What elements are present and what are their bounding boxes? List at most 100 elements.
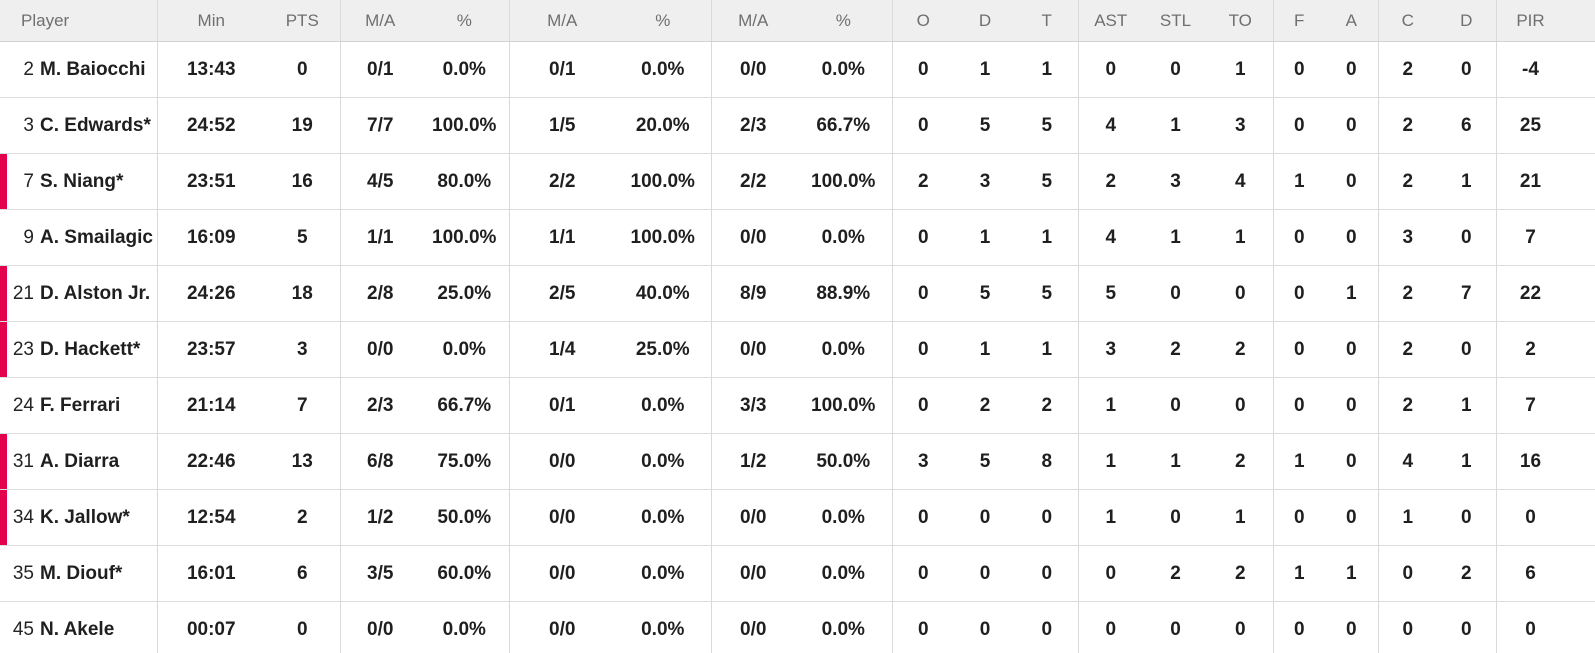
stat-cell-fg2-ma: 6/8: [339, 433, 420, 490]
stat-cell-fg3-ma: 0/1: [508, 41, 615, 98]
stat-cell-pir: 0: [1495, 489, 1595, 546]
stat-cell-fg3-pct: 0.0%: [615, 601, 711, 653]
stat-cell-c: 2: [1377, 153, 1437, 210]
stat-cell-reb-d: 1: [954, 209, 1016, 266]
stat-cell-reb-d: 0: [954, 545, 1016, 602]
stat-cell-d: 6: [1437, 97, 1496, 154]
player-cell: 35 M. Diouf*: [0, 545, 157, 602]
header-cell-reb-d: D: [954, 0, 1016, 42]
stat-cell-ft-ma: 8/9: [710, 265, 795, 322]
stat-cell-fg3-pct: 0.0%: [615, 489, 711, 546]
stat-cell-fg3-ma: 1/1: [508, 209, 615, 266]
stat-cell-reb-t: 2: [1016, 377, 1078, 434]
stat-cell-foul-f: 0: [1272, 209, 1325, 266]
stat-cell-to: 2: [1208, 321, 1273, 378]
stat-cell-foul-f: 0: [1272, 377, 1325, 434]
header-cell-fg2-ma: M/A: [339, 0, 420, 42]
stat-cell-pir: 25: [1495, 97, 1595, 154]
stat-cell-fg2-pct: 75.0%: [420, 433, 509, 490]
stat-cell-c: 2: [1377, 321, 1437, 378]
stat-cell-to: 0: [1208, 601, 1273, 653]
stat-cell-pir: 2: [1495, 321, 1595, 378]
stat-cell-foul-f: 0: [1272, 489, 1325, 546]
stat-cell-c: 4: [1377, 433, 1437, 490]
stat-cell-d: 0: [1437, 321, 1496, 378]
stat-cell-fg3-pct: 25.0%: [615, 321, 711, 378]
stat-cell-reb-d: 1: [954, 321, 1016, 378]
stat-cell-pir: -4: [1495, 41, 1595, 98]
stat-cell-fg2-ma: 0/0: [339, 321, 420, 378]
stat-cell-c: 1: [1377, 489, 1437, 546]
stat-cell-stl: 2: [1143, 545, 1208, 602]
header-cell-fg3-ma: M/A: [508, 0, 615, 42]
stat-cell-fg3-ma: 0/0: [508, 545, 615, 602]
stat-cell-ast: 4: [1077, 209, 1143, 266]
stat-cell-reb-d: 5: [954, 433, 1016, 490]
header-cell-foul-f: F: [1272, 0, 1325, 42]
stat-cell-d: 1: [1437, 153, 1496, 210]
player-name: A. Diarra: [40, 450, 120, 472]
player-number: 31: [12, 450, 34, 472]
player-cell: 24 F. Ferrari: [0, 377, 157, 434]
player-cell: 21 D. Alston Jr.: [0, 265, 157, 322]
header-cell-fg3-pct: %: [615, 0, 711, 42]
stat-cell-pir: 0: [1495, 601, 1595, 653]
stat-cell-ft-pct: 50.0%: [795, 433, 892, 490]
on-court-marker: [0, 266, 7, 321]
stat-cell-stl: 2: [1143, 321, 1208, 378]
stat-cell-reb-o: 0: [891, 321, 954, 378]
stat-cell-c: 2: [1377, 265, 1437, 322]
stat-cell-foul-a: 0: [1325, 433, 1378, 490]
player-name: D. Hackett*: [40, 338, 141, 360]
stat-cell-foul-a: 1: [1325, 265, 1378, 322]
player-row: 34 K. Jallow* 12:54 2 1/2 50.0% 0/0 0.0% 0/0 0.0%…: [0, 489, 1595, 546]
stat-cell-c: 0: [1377, 545, 1437, 602]
stat-cell-reb-d: 0: [954, 601, 1016, 653]
stat-cell-fg3-ma: 0/0: [508, 433, 615, 490]
stat-cell-fg2-pct: 0.0%: [420, 321, 509, 378]
header-cell-foul-a: A: [1325, 0, 1378, 42]
stat-cell-stl: 0: [1143, 265, 1208, 322]
table-header: Player Min PTS M/A% M/A% M/A% O D T AST STL TO F A C D P…: [0, 0, 1595, 42]
header-cell-reb-t: T: [1016, 0, 1078, 42]
header-cell-d: D: [1437, 0, 1496, 42]
player-number: 9: [23, 226, 34, 248]
stat-cell-reb-d: 1: [954, 41, 1016, 98]
stat-cell-ft-pct: 0.0%: [795, 321, 892, 378]
stat-cell-pts: 18: [265, 265, 340, 322]
stat-cell-ast: 1: [1077, 433, 1143, 490]
stat-cell-c: 3: [1377, 209, 1437, 266]
stat-cell-fg2-pct: 80.0%: [420, 153, 509, 210]
player-row: 3 C. Edwards* 24:52 19 7/7 100.0% 1/5 20.0% 2/3 6…: [0, 97, 1595, 154]
stat-cell-fg3-ma: 1/5: [508, 97, 615, 154]
stat-cell-reb-t: 0: [1016, 489, 1078, 546]
player-number: 3: [23, 114, 34, 136]
stat-cell-ft-pct: 100.0%: [795, 153, 892, 210]
stat-cell-ft-pct: 0.0%: [795, 601, 892, 653]
stat-cell-pts: 7: [265, 377, 340, 434]
stat-cell-min: 22:46: [156, 433, 265, 490]
stat-cell-to: 0: [1208, 265, 1273, 322]
player-name: C. Edwards*: [40, 114, 151, 136]
header-cell-player: Player: [0, 0, 157, 42]
stat-cell-pts: 6: [265, 545, 340, 602]
stat-cell-fg3-pct: 0.0%: [615, 433, 711, 490]
stat-cell-fg3-pct: 100.0%: [615, 153, 711, 210]
stat-cell-reb-o: 0: [891, 545, 954, 602]
stat-cell-fg3-pct: 100.0%: [615, 209, 711, 266]
stat-cell-reb-t: 1: [1016, 321, 1078, 378]
stat-cell-foul-f: 0: [1272, 97, 1325, 154]
stat-cell-fg2-pct: 0.0%: [420, 601, 509, 653]
stat-cell-fg2-ma: 0/1: [339, 41, 420, 98]
player-cell: 7 S. Niang*: [0, 153, 157, 210]
stat-cell-reb-t: 0: [1016, 545, 1078, 602]
stat-cell-reb-d: 5: [954, 265, 1016, 322]
player-name: M. Diouf*: [40, 562, 123, 584]
stat-cell-stl: 1: [1143, 97, 1208, 154]
stat-cell-stl: 0: [1143, 377, 1208, 434]
stat-cell-stl: 1: [1143, 209, 1208, 266]
stat-cell-fg2-ma: 2/8: [339, 265, 420, 322]
stat-cell-foul-a: 0: [1325, 97, 1378, 154]
stat-cell-stl: 0: [1143, 41, 1208, 98]
stat-cell-fg2-pct: 0.0%: [420, 41, 509, 98]
